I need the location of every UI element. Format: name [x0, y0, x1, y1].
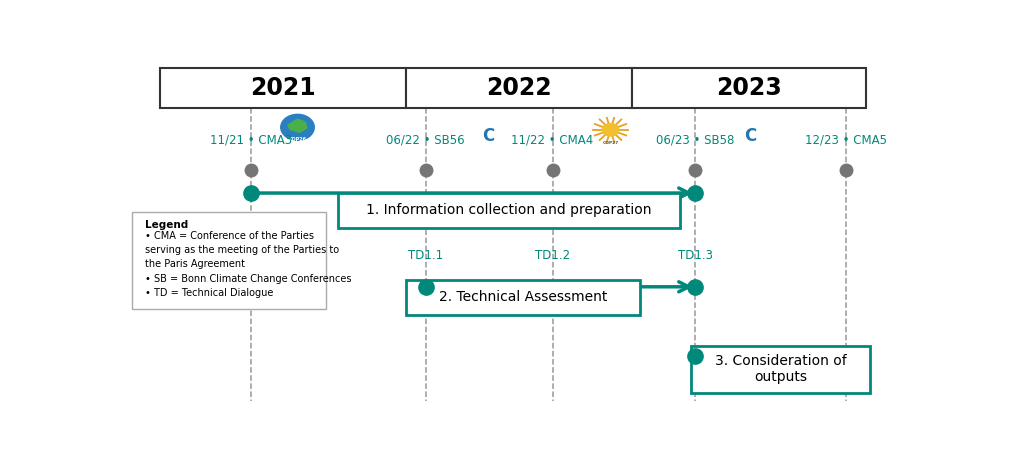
FancyBboxPatch shape	[132, 212, 327, 309]
FancyBboxPatch shape	[406, 68, 632, 108]
FancyBboxPatch shape	[406, 280, 640, 315]
Text: 2022: 2022	[486, 76, 552, 100]
Text: 1. Information collection and preparation: 1. Information collection and preparatio…	[367, 203, 651, 217]
Text: TD1.1: TD1.1	[408, 249, 443, 262]
Text: 06/22 • SB56: 06/22 • SB56	[386, 133, 465, 146]
Text: 11/22 • CMA4: 11/22 • CMA4	[511, 133, 594, 146]
Text: • CMA = Conference of the Parties
serving as the meeting of the Parties to
the P: • CMA = Conference of the Parties servin…	[145, 230, 352, 298]
FancyBboxPatch shape	[691, 346, 870, 393]
Text: TD1.2: TD1.2	[535, 249, 570, 262]
Text: Legend: Legend	[145, 220, 188, 230]
Text: 2021: 2021	[250, 76, 315, 100]
FancyBboxPatch shape	[632, 68, 866, 108]
FancyBboxPatch shape	[160, 68, 406, 108]
Text: 11/21 • CMA3: 11/21 • CMA3	[210, 133, 292, 146]
Text: 2. Technical Assessment: 2. Technical Assessment	[438, 290, 607, 304]
Text: TD1.3: TD1.3	[678, 249, 713, 262]
FancyBboxPatch shape	[338, 193, 680, 228]
Text: 06/23 • SB58: 06/23 • SB58	[656, 133, 734, 146]
Text: 2023: 2023	[716, 76, 782, 100]
Text: 12/23 • CMA5: 12/23 • CMA5	[805, 133, 887, 146]
Text: 3. Consideration of
outputs: 3. Consideration of outputs	[715, 354, 847, 384]
